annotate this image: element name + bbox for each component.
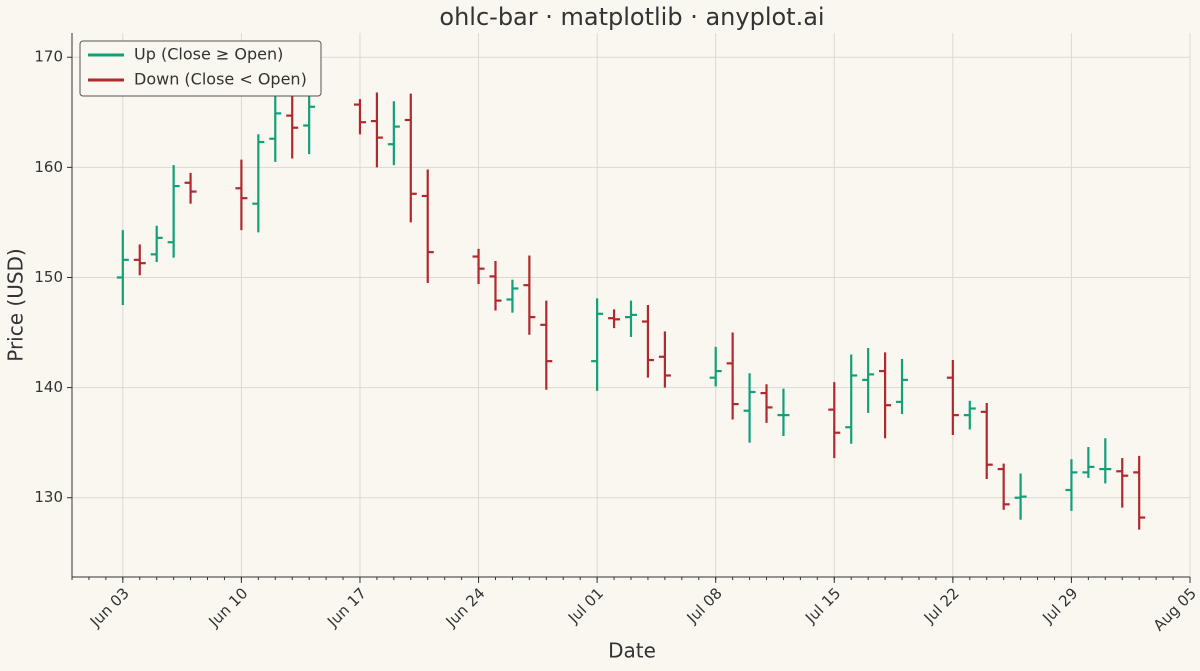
ohlc-bar	[472, 248, 485, 285]
y-tick-label: 160	[34, 158, 63, 176]
ohlc-bar	[997, 463, 1010, 510]
ohlc-bar	[845, 354, 858, 444]
x-tick-label: Jul 22	[920, 584, 963, 627]
chart-title: ohlc-bar · matplotlib · anyplot.ai	[439, 3, 824, 31]
x-tick-label: Jul 15	[801, 584, 844, 627]
ohlc-bar	[421, 169, 434, 283]
ohlc-bar	[980, 403, 993, 479]
ohlc-bar	[760, 384, 773, 423]
ohlc-bar	[540, 300, 553, 390]
x-tick-label: Jul 01	[564, 584, 607, 627]
x-tick-label: Jun 17	[323, 584, 370, 631]
ohlc-bar	[1116, 458, 1129, 508]
ohlc-bar	[879, 352, 892, 439]
ohlc-bar	[269, 84, 282, 162]
legend-box	[79, 40, 322, 97]
ohlc-bar	[1133, 455, 1146, 530]
x-tick-label: Jun 24	[442, 584, 489, 631]
y-tick-label: 130	[34, 488, 63, 506]
ohlc-bar	[946, 360, 959, 435]
ohlc-bar	[523, 255, 536, 335]
ohlc-bar	[1065, 459, 1078, 511]
y-tick-label: 170	[34, 48, 63, 66]
ohlc-bar	[743, 373, 756, 443]
ohlc-bar	[404, 93, 417, 223]
legend-label: Down (Close < Open)	[134, 70, 307, 89]
ohlc-bar	[133, 244, 146, 276]
x-tick-label: Jul 08	[683, 584, 726, 627]
ohlc-bar	[963, 400, 976, 430]
ohlc-bar	[387, 101, 400, 166]
ohlc-bar	[608, 309, 621, 329]
ohlc-bar	[709, 346, 722, 387]
ohlc-bar	[370, 92, 383, 168]
ohlc-bar	[184, 172, 197, 204]
ohlc-bar	[896, 358, 909, 415]
ohlc-bar	[1082, 447, 1095, 478]
ohlc-bar	[116, 230, 129, 305]
y-tick-label: 150	[34, 268, 63, 286]
ohlc-bar	[641, 305, 654, 378]
ohlc-bar	[235, 159, 248, 231]
x-tick-label: Aug 05	[1150, 584, 1200, 634]
ohlc-bar	[1014, 473, 1027, 520]
ohlc-bar	[252, 134, 265, 233]
ohlc-bar	[167, 165, 180, 258]
legend-label: Up (Close ≥ Open)	[134, 45, 283, 64]
ohlc-bar	[862, 347, 875, 413]
ohlc-bar	[828, 382, 841, 459]
ohlc-bar	[777, 388, 790, 437]
ohlc-bar	[591, 298, 604, 391]
ohlc-bar	[353, 99, 366, 135]
x-axis-label: Date	[608, 639, 656, 663]
x-tick-label: Jun 03	[86, 584, 133, 631]
y-tick-label: 140	[34, 378, 63, 396]
ohlc-bar	[625, 300, 637, 337]
ohlc-bar	[506, 279, 519, 313]
ohlc-bar	[726, 332, 739, 420]
ohlc-bar	[150, 225, 163, 263]
y-axis-label: Price (USD)	[4, 248, 28, 362]
ohlc-bar	[489, 260, 502, 311]
ohlc-bar	[286, 90, 299, 159]
ohlc-bar	[1099, 438, 1112, 484]
x-tick-label: Jun 10	[205, 584, 252, 631]
x-tick-label: Jul 29	[1038, 584, 1081, 627]
ohlc-bar	[658, 331, 671, 388]
